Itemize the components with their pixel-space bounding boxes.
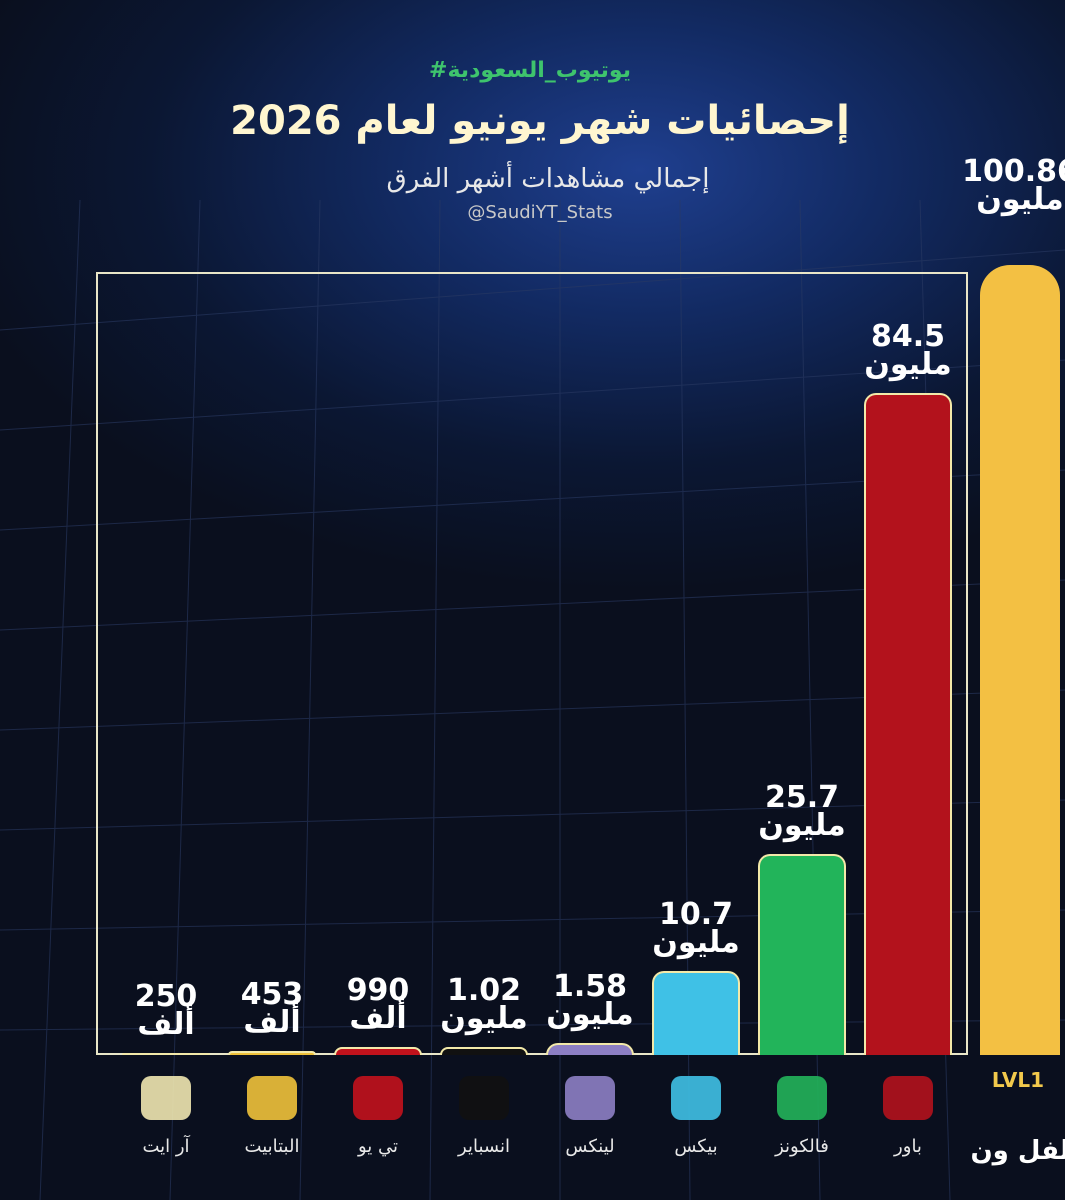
team-logo [565,1076,615,1120]
team-logo [671,1076,721,1120]
bar [334,1047,422,1055]
team-logo [141,1076,191,1120]
value-label: 84.5 مليون [864,319,952,383]
team-name: بيكس [674,1136,718,1157]
team-logo [777,1076,827,1120]
value-label: 25.7 مليون [758,779,846,843]
value-label: 1.02 مليون [440,973,528,1036]
bar [440,1047,528,1055]
team-name: البتابيت [244,1136,300,1157]
hashtag: #يوتيوب_السعودية [429,58,631,83]
team-name: لفل ون [970,1136,1065,1166]
team-name: آر ايت [142,1136,190,1157]
value-label: 10.7 مليون [652,897,740,961]
team-logo [459,1076,509,1120]
team-name: لينكس [565,1136,615,1157]
team-logo [883,1076,933,1120]
bar [980,265,1060,1055]
value-label: 990 ألف [346,973,410,1037]
chart-subtitle: إجمالي مشاهدات أشهر الفرق [386,164,710,194]
bar [122,1053,210,1056]
team-name: باور [894,1136,922,1157]
value-label: 100.86 مليون [962,154,1065,217]
logo-text: LVL1 [991,1068,1045,1092]
bar [758,853,846,1055]
handle: @SaudiYT_Stats [467,202,613,223]
bar [864,393,952,1055]
bar [652,971,740,1055]
team-name: تي يو [357,1136,399,1157]
team-name: انسباير [458,1136,510,1157]
value-label: 250 ألف [134,979,198,1043]
team-logo [353,1076,403,1120]
team-logo [247,1076,297,1120]
value-label: 1.58 مليون [546,968,634,1032]
team-name: فالكونز [775,1136,829,1157]
chart-title: إحصائيات شهر يونيو لعام 2026 [230,98,850,144]
bar [228,1051,316,1055]
bar [546,1042,634,1055]
plot-frame [96,272,968,1055]
value-label: 453 ألف [240,977,304,1041]
